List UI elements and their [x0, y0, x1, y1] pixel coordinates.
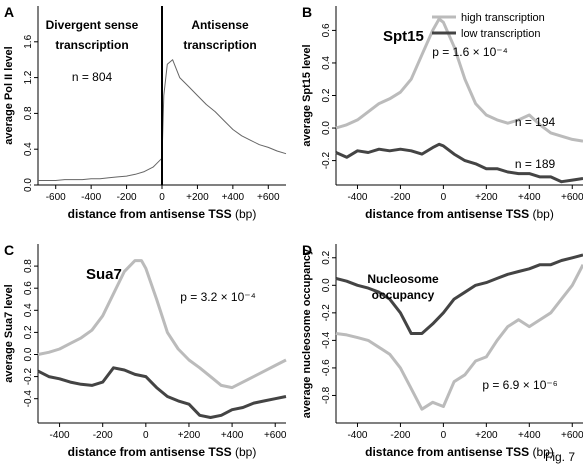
- x-tick-label: +600: [264, 430, 287, 441]
- y-tick-label: 0.6: [321, 23, 332, 37]
- legend-label-high: high transcription: [461, 12, 545, 24]
- y-tick-label: -0.2: [321, 304, 332, 322]
- panel-label: B: [302, 4, 312, 20]
- y-tick-label: 0.4: [321, 56, 332, 70]
- panel-label: D: [302, 242, 312, 258]
- x-tick-label: +600: [561, 430, 583, 441]
- series-line-high: [335, 17, 583, 143]
- y-axis-label: average Sua7 level: [3, 284, 15, 382]
- x-tick-label: 0: [441, 192, 447, 203]
- p-value: p = 3.2 × 10⁻⁴: [180, 290, 256, 304]
- x-tick-label: 0: [143, 430, 149, 441]
- panel-title-2: occupancy: [372, 288, 435, 302]
- x-axis-label: distance from antisense TSS (bp): [68, 207, 257, 221]
- panel-label: C: [4, 242, 14, 258]
- legend-label-low: low transcription: [461, 28, 540, 40]
- x-tick-label: -400: [347, 430, 367, 441]
- figure-label: Fig. 7: [544, 450, 575, 464]
- x-tick-label: -400: [347, 192, 367, 203]
- y-tick-label: 0.2: [321, 250, 332, 264]
- panel-d: D -400 -200 0 +200 +400 +600 -0.8 -0.6 -0.4 -0.2 0.…: [301, 242, 583, 459]
- x-tick-label: -400: [50, 430, 70, 441]
- y-tick-label: 0.2: [23, 325, 34, 339]
- x-tick-label: +200: [178, 430, 201, 441]
- x-tick-label: -400: [81, 192, 101, 203]
- y-axis-label: average nucleosome occupancy: [301, 248, 313, 418]
- x-tick-label: -200: [390, 430, 410, 441]
- panel-title: Nucleosome: [367, 272, 439, 286]
- y-axis-label: average Pol II level: [3, 46, 15, 144]
- x-tick-label: -600: [46, 192, 66, 203]
- x-tick-label: +400: [221, 430, 244, 441]
- panel-title: Sua7: [86, 266, 122, 283]
- y-axis-label: average Spt15 level: [301, 44, 313, 146]
- annotation-n-low: n = 189: [515, 157, 556, 171]
- x-tick-label: +600: [257, 192, 280, 203]
- panel-b: B -400 -200 0 +200 +400 +600 -0.2 0.0 0.2 0.4 0.6 di…: [301, 4, 583, 221]
- panel-title: Spt15: [383, 28, 424, 45]
- x-axis-unit: (bp): [235, 207, 256, 221]
- panel-a: A -600 -400 -200 0 +200 +400 +600 0.0 0.4 0.8 1.2 1.…: [3, 4, 287, 221]
- x-tick-label: +200: [186, 192, 209, 203]
- series-line-low: [335, 253, 583, 335]
- x-tick-label: +200: [475, 430, 498, 441]
- y-tick-label: 0.6: [23, 281, 34, 295]
- annotation-n-high: n = 194: [515, 115, 556, 129]
- y-tick-label: 0.0: [23, 178, 34, 192]
- annotation-antisense: Antisense: [191, 18, 249, 32]
- x-axis-unit: (bp): [533, 445, 554, 459]
- y-tick-label: 0.4: [23, 142, 34, 156]
- x-tick-label: -200: [117, 192, 137, 203]
- y-tick-label: -0.4: [23, 390, 34, 408]
- y-tick-label: 0.0: [321, 278, 332, 292]
- y-tick-label: 1.2: [23, 70, 34, 84]
- y-tick-label: -0.4: [321, 331, 332, 349]
- y-tick-label: -0.2: [321, 152, 332, 170]
- series-line-high: [37, 259, 287, 390]
- series-line-high: [335, 264, 583, 411]
- x-tick-label: +600: [561, 192, 583, 203]
- p-value: p = 1.6 × 10⁻⁴: [432, 45, 508, 59]
- x-axis-label: distance from antisense TSS (bp): [68, 445, 257, 459]
- y-tick-label: 0.2: [321, 88, 332, 102]
- x-axis-label: distance from antisense TSS (bp): [365, 207, 554, 221]
- panel-c: C -400 -200 0 +200 +400 +600 -0.4 -0.2 0.0 0.2 0.4 0…: [3, 242, 287, 459]
- x-tick-label: +400: [222, 192, 245, 203]
- annotation-antisense-2: transcription: [183, 38, 256, 52]
- p-value: p = 6.9 × 10⁻⁶: [482, 378, 557, 392]
- x-tick-label: +200: [475, 192, 498, 203]
- x-tick-label: -200: [390, 192, 410, 203]
- y-tick-label: 1.6: [23, 34, 34, 48]
- y-tick-label: 0.4: [23, 303, 34, 317]
- annotation-divergent-2: transcription: [55, 38, 128, 52]
- y-tick-label: -0.2: [23, 368, 34, 386]
- series-line-low: [37, 366, 287, 419]
- y-tick-label: 0.0: [321, 121, 332, 135]
- y-tick-label: 0.0: [23, 347, 34, 361]
- x-axis-label: distance from antisense TSS (bp): [365, 445, 554, 459]
- x-tick-label: -200: [93, 430, 113, 441]
- x-tick-label: +400: [518, 430, 541, 441]
- y-tick-label: 0.8: [23, 259, 34, 273]
- y-tick-label: -0.8: [321, 386, 332, 404]
- series-line-low: [335, 142, 583, 184]
- annotation-divergent: Divergent sense: [46, 18, 139, 32]
- panel-label: A: [4, 4, 14, 20]
- x-tick-label: +400: [518, 192, 541, 203]
- x-axis-unit: (bp): [235, 445, 256, 459]
- annotation-n: n = 804: [72, 70, 113, 84]
- x-tick-label: 0: [441, 430, 447, 441]
- x-tick-label: 0: [159, 192, 165, 203]
- y-tick-label: -0.6: [321, 359, 332, 377]
- x-axis-unit: (bp): [533, 207, 554, 221]
- y-tick-label: 0.8: [23, 106, 34, 120]
